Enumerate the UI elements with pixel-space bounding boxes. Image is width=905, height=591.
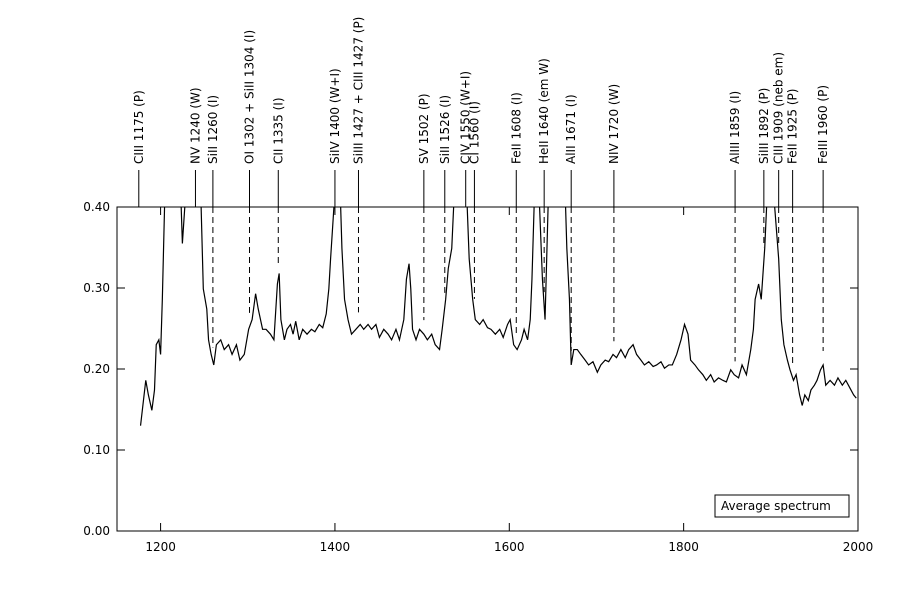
y-tick-label: 0.10 <box>83 443 110 457</box>
annotation-label: FeIII 1960 (P) <box>816 85 830 164</box>
annotation-label: CI 1560 (I) <box>467 101 481 164</box>
x-tick-label: 1600 <box>494 540 525 554</box>
x-tick-label: 1400 <box>320 540 351 554</box>
annotation-label: NV 1240 (W) <box>188 87 202 164</box>
x-tick-label: 1200 <box>145 540 176 554</box>
annotation-label: FeII 1925 (P) <box>786 89 800 164</box>
legend-box <box>714 494 850 518</box>
annotation-label: SiII 1260 (I) <box>206 95 220 164</box>
annotation-label: CIV 1550 (W+I) <box>459 71 473 164</box>
annotation-label: AlIII 1859 (I) <box>728 91 742 164</box>
annotation-label: HeII 1640 (em W) <box>537 58 551 164</box>
x-tick-label: 2000 <box>843 540 874 554</box>
y-tick-label: 0.20 <box>83 362 110 376</box>
annotation-label: AlII 1671 (I) <box>564 94 578 164</box>
legend-label: Average spectrum <box>721 499 831 513</box>
annotation-label: SiIII 1892 (P) <box>757 88 771 164</box>
y-tick-label: 0.30 <box>83 281 110 295</box>
y-tick-label: 0.00 <box>83 524 110 538</box>
annotation-label: CIII 1909 (neb em) <box>772 52 786 164</box>
annotation-label: FeII 1608 (I) <box>509 92 523 164</box>
annotation-label: SiII 1526 (I) <box>438 95 452 164</box>
annotation-label: NIV 1720 (W) <box>607 84 621 164</box>
annotation-label: OI 1302 + SiII 1304 (I) <box>243 30 257 164</box>
y-tick-label: 0.40 <box>83 200 110 214</box>
annotation-label: SV 1502 (P) <box>417 93 431 164</box>
spectrum-line <box>139 207 857 426</box>
annotation-label: SiIV 1400 (W+I) <box>328 68 342 164</box>
annotation-label: SiIII 1427 + CIII 1427 (P) <box>351 17 365 164</box>
annotation-label: CII 1335 (I) <box>271 97 285 164</box>
x-tick-label: 1800 <box>668 540 699 554</box>
annotation-label: CIII 1175 (P) <box>132 90 146 164</box>
